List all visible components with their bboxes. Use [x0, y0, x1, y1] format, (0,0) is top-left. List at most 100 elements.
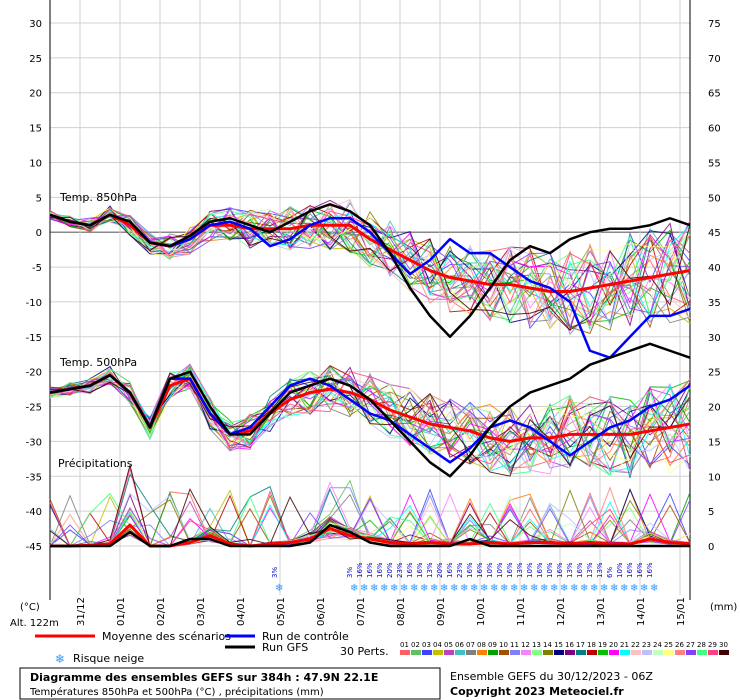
left-tick-label: 5 — [36, 193, 42, 204]
series-line — [49, 203, 691, 339]
pert-number: 14 — [543, 641, 552, 649]
pert-number: 07 — [466, 641, 475, 649]
snowflake-icon: ❄ — [570, 583, 578, 594]
legend-control-label: Run de contrôle — [262, 630, 349, 643]
right-tick-label: 50 — [708, 193, 721, 204]
pert-swatch — [719, 650, 729, 655]
snow-risk-pct: 3% — [346, 567, 354, 578]
snowflake-icon: ❄ — [380, 583, 388, 594]
snowflake-icon: ❄ — [460, 583, 468, 594]
date-tick-label: 31/12 — [76, 597, 87, 626]
pert-swatch — [543, 650, 553, 655]
snow-risk-row: 3% ❄ 3% ❄ 16% ❄ 16% ❄ 16% ❄ 20% ❄ 23% ❄ 16% ❄ 16% ❄ 13% ❄ 20… — [271, 562, 658, 594]
left-axis: 30 25 20 15 10 5 0 -5 -10 -15 -20 -25 -30 -35 -40 -45 — [26, 19, 42, 553]
left-tick-label: -15 — [26, 333, 42, 344]
pert-number: 12 — [521, 641, 530, 649]
snow-risk-pct: 16% — [506, 562, 514, 578]
pert-swatch — [466, 650, 476, 655]
snowflake-icon: ❄ — [530, 583, 538, 594]
pert-swatch — [620, 650, 630, 655]
right-tick-label: 55 — [708, 158, 721, 169]
snow-risk-pct: 16% — [476, 562, 484, 578]
snow-risk-pct: 10% — [496, 562, 504, 578]
pert-swatch — [631, 650, 641, 655]
pert-swatch — [642, 650, 652, 655]
snowflake-icon: ❄ — [550, 583, 558, 594]
date-tick-label: 12/01 — [556, 597, 567, 626]
pert-number: 19 — [598, 641, 607, 649]
snow-risk-pct: 16% — [626, 562, 634, 578]
pert-line — [49, 207, 691, 331]
right-tick-label: 5 — [708, 507, 714, 518]
pert-number: 26 — [675, 641, 684, 649]
snow-risk-pct: 16% — [636, 562, 644, 578]
snow-risk-pct: 10% — [526, 562, 534, 578]
snow-risk-pct: 3% — [271, 567, 279, 578]
pert-number: 25 — [664, 641, 673, 649]
pert-swatch — [400, 650, 410, 655]
snow-risk-pct: 16% — [556, 562, 564, 578]
right-tick-label: 75 — [708, 19, 721, 30]
left-tick-label: -40 — [26, 507, 42, 518]
pert-number: 21 — [620, 641, 629, 649]
pert-number: 18 — [587, 641, 596, 649]
pert-swatch — [554, 650, 564, 655]
legend: Moyenne des scénarios Run de contrôle Ru… — [35, 630, 729, 666]
chart-title: Diagramme des ensembles GEFS sur 384h : … — [30, 671, 378, 684]
pert-swatch — [598, 650, 608, 655]
snowflake-icon: ❄ — [580, 583, 588, 594]
date-tick-label: 14/01 — [636, 597, 647, 626]
right-tick-label: 45 — [708, 228, 721, 239]
date-tick-label: 07/01 — [356, 597, 367, 626]
pert-number: 10 — [499, 641, 508, 649]
pert-number: 20 — [609, 641, 618, 649]
snow-risk-pct: 20% — [436, 562, 444, 578]
precip-label: Précipitations — [58, 457, 133, 470]
right-tick-label: 20 — [708, 403, 721, 414]
right-tick-label: 40 — [708, 263, 721, 274]
chart-subtitle: Températures 850hPa et 500hPa (°C) , pré… — [29, 686, 324, 698]
snowflake-icon: ❄ — [650, 583, 658, 594]
snowflake-icon: ❄ — [480, 583, 488, 594]
right-tick-label: 65 — [708, 89, 721, 100]
pert-swatch — [664, 650, 674, 655]
left-unit-label: (°C) — [20, 602, 40, 613]
pert-number: 30 — [719, 641, 728, 649]
snowflake-icon: ❄ — [55, 652, 65, 666]
pert-swatch — [488, 650, 498, 655]
run-info: Ensemble GEFS du 30/12/2023 - 06Z — [450, 670, 653, 683]
date-tick-label: 15/01 — [676, 597, 687, 626]
pert-swatch — [433, 650, 443, 655]
snowflake-icon: ❄ — [540, 583, 548, 594]
pert-swatch — [477, 650, 487, 655]
pert-number: 01 — [400, 641, 409, 649]
snow-risk-pct: 16% — [406, 562, 414, 578]
pert-swatch — [510, 650, 520, 655]
pert-swatch — [576, 650, 586, 655]
pert-swatch — [422, 650, 432, 655]
left-tick-label: 10 — [29, 158, 42, 169]
pert-number: 06 — [455, 641, 464, 649]
snow-risk-pct: 16% — [356, 562, 364, 578]
pert-swatch — [411, 650, 421, 655]
pert-number: 27 — [686, 641, 695, 649]
snowflake-icon: ❄ — [360, 583, 368, 594]
snow-risk-pct: 16% — [416, 562, 424, 578]
legend-gfs-label: Run GFS — [262, 641, 308, 654]
right-tick-label: 70 — [708, 54, 721, 65]
date-tick-label: 11/01 — [516, 597, 527, 626]
snow-risk-pct: 13% — [596, 562, 604, 578]
date-tick-label: 04/01 — [236, 597, 247, 626]
snowflake-icon: ❄ — [410, 583, 418, 594]
snow-risk-pct: 23% — [456, 562, 464, 578]
grid — [49, 0, 691, 600]
snowflake-icon: ❄ — [620, 583, 628, 594]
snow-risk-pct: 16% — [536, 562, 544, 578]
pert-number: 13 — [532, 641, 541, 649]
left-tick-label: 30 — [29, 19, 42, 30]
snowflake-icon: ❄ — [390, 583, 398, 594]
pert-number: 08 — [477, 641, 486, 649]
date-tick-label: 06/01 — [316, 597, 327, 626]
pert-swatch — [521, 650, 531, 655]
